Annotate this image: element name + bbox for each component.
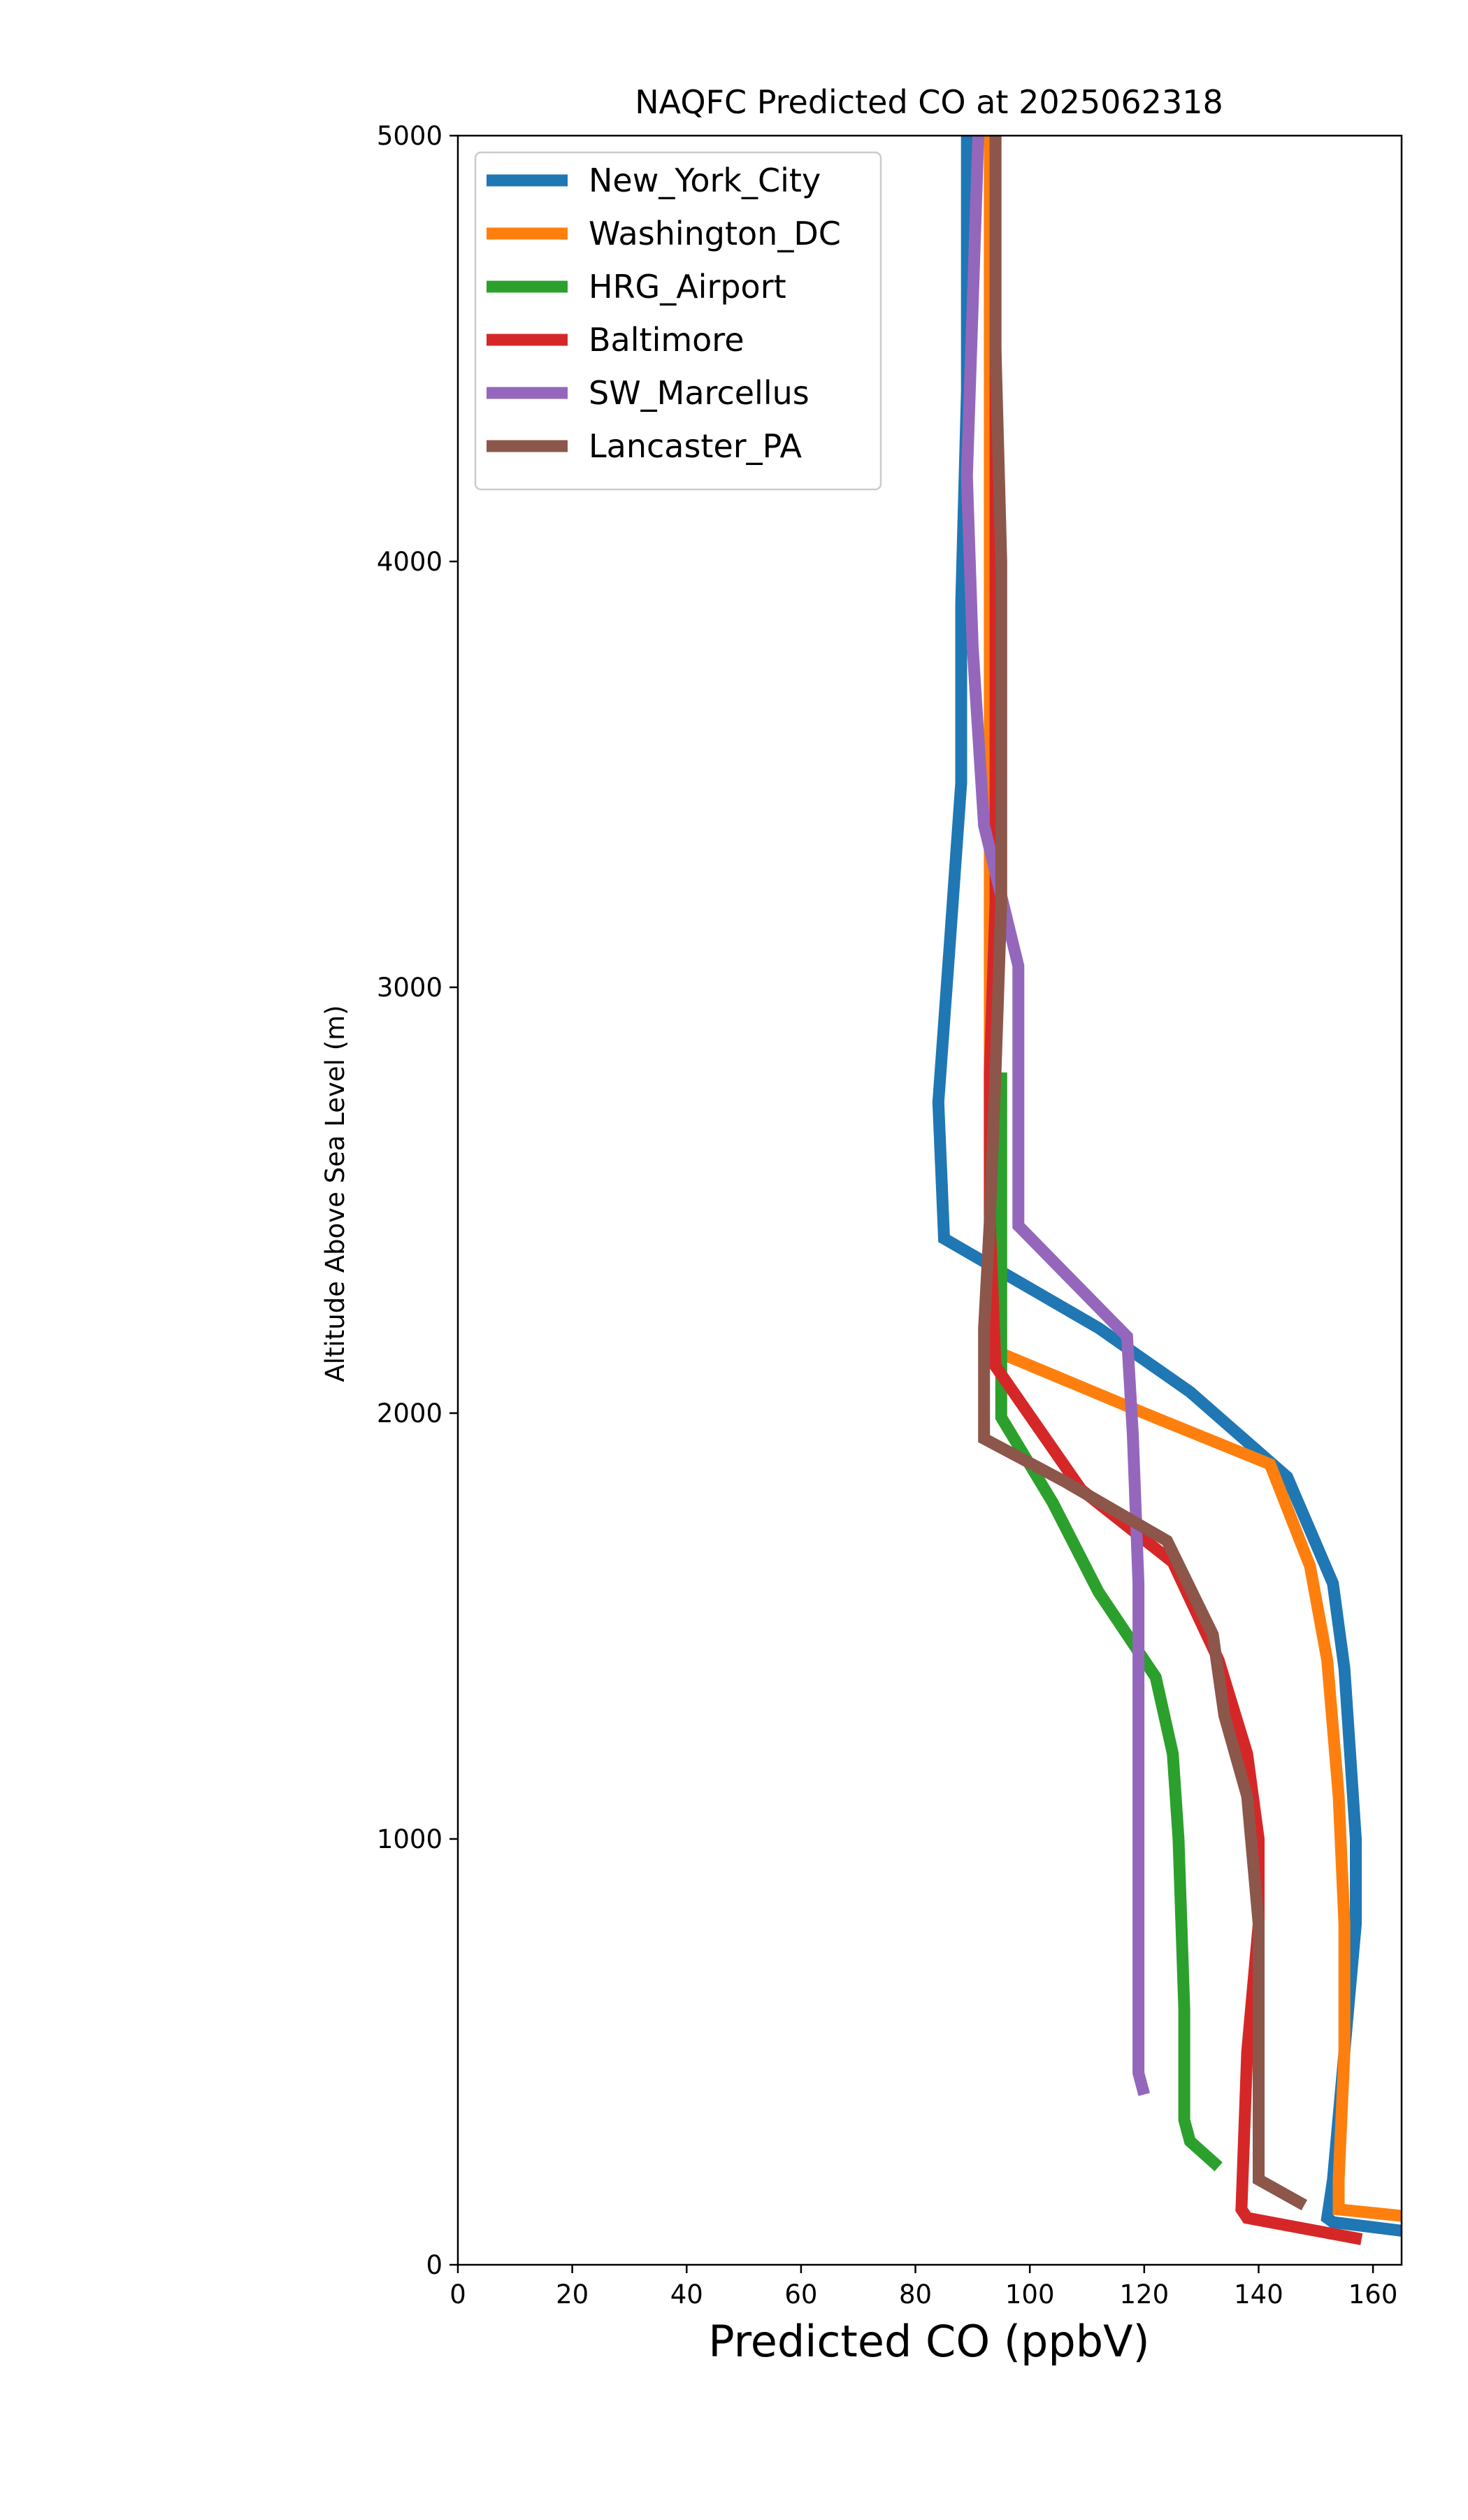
legend-entry-label: Washington_DC	[589, 215, 841, 252]
legend-entry-label: SW_Marcellus	[589, 374, 809, 412]
x-tick-label: 120	[1120, 2279, 1170, 2310]
y-tick-label: 0	[426, 2250, 442, 2280]
x-tick-label: 160	[1348, 2279, 1398, 2310]
x-tick-label: 40	[670, 2279, 703, 2310]
y-tick-label: 2000	[377, 1398, 442, 1429]
y-axis-ticks: 0 1000 2000 3000 4000 5000	[377, 121, 458, 2280]
x-tick-label: 100	[1005, 2279, 1055, 2310]
axes-frame	[456, 134, 1403, 2266]
series-line-hrg-airport	[995, 1072, 1223, 2172]
y-tick-label: 1000	[377, 1824, 442, 1854]
legend-entry-label: Lancaster_PA	[589, 427, 802, 465]
y-tick-label: 3000	[377, 973, 442, 1003]
legend-entry-label: HRG_Airport	[589, 268, 786, 306]
series-line-lancaster-pa	[978, 136, 1308, 2211]
legend-entry-label: Baltimore	[589, 321, 744, 359]
x-axis-ticks: 0 20 40 60 80 100 120 140 160	[449, 2265, 1397, 2310]
x-tick-label: 20	[556, 2279, 589, 2310]
series-line-sw-marcellus	[960, 136, 1151, 2096]
x-tick-label: 0	[449, 2279, 466, 2310]
x-tick-label: 60	[784, 2279, 817, 2310]
x-axis-label: Predicted CO (ppbV)	[708, 2316, 1149, 2367]
legend: New_York_City Washington_DC HRG_Airport Bal…	[474, 151, 882, 491]
chart-title: NAQFC Predicted CO at 2025062318	[635, 83, 1223, 121]
y-tick-label: 5000	[377, 121, 442, 151]
legend-box	[474, 151, 882, 491]
y-axis-label: Altitude Above Sea Level (m)	[320, 1005, 350, 1382]
x-tick-label: 80	[899, 2279, 932, 2310]
legend-entry-label: New_York_City	[589, 162, 821, 199]
x-tick-label: 140	[1234, 2279, 1283, 2310]
y-tick-label: 4000	[377, 547, 442, 577]
series-layer	[932, 136, 1402, 2245]
